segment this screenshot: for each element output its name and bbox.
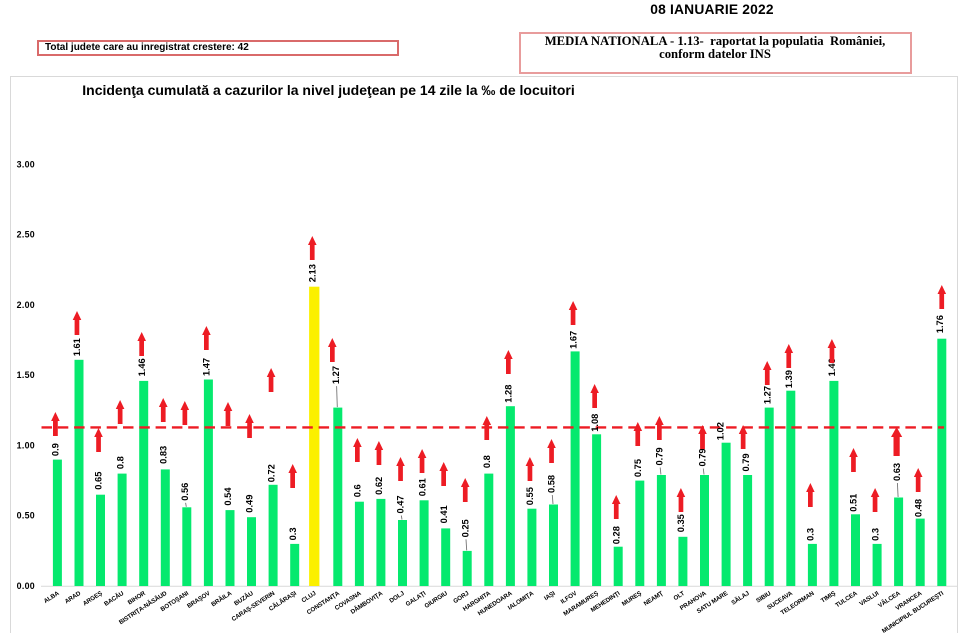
svg-text:BRĂILA: BRĂILA: [210, 590, 233, 609]
svg-text:0.3: 0.3: [806, 528, 816, 541]
svg-text:0.8: 0.8: [482, 455, 492, 468]
svg-text:1.50: 1.50: [17, 370, 35, 380]
svg-text:0.79: 0.79: [655, 447, 665, 465]
svg-text:0.6: 0.6: [353, 484, 363, 497]
svg-text:0.61: 0.61: [417, 478, 427, 496]
svg-text:1.76: 1.76: [935, 315, 945, 333]
svg-text:2.13: 2.13: [308, 264, 318, 282]
svg-text:0.47: 0.47: [396, 495, 406, 513]
svg-text:0.28: 0.28: [611, 526, 621, 544]
svg-text:1.46: 1.46: [827, 358, 837, 376]
svg-text:IAŞI: IAŞI: [543, 590, 557, 602]
svg-text:OLT: OLT: [672, 590, 686, 602]
svg-text:0.35: 0.35: [676, 514, 686, 532]
svg-text:ARAD: ARAD: [64, 590, 83, 606]
svg-text:1.67: 1.67: [568, 331, 578, 349]
svg-text:1.27: 1.27: [331, 366, 341, 384]
svg-text:0.49: 0.49: [245, 495, 255, 513]
svg-text:0.3: 0.3: [870, 528, 880, 541]
svg-text:0.50: 0.50: [17, 511, 35, 521]
svg-text:CLUJ: CLUJ: [300, 590, 318, 605]
svg-text:0.8: 0.8: [115, 456, 125, 469]
svg-text:0.54: 0.54: [223, 487, 233, 506]
svg-text:2.00: 2.00: [17, 300, 35, 310]
svg-text:0.75: 0.75: [633, 459, 643, 477]
svg-text:0.51: 0.51: [849, 494, 859, 512]
svg-text:1.28: 1.28: [504, 385, 514, 403]
svg-text:DOLJ: DOLJ: [388, 590, 406, 605]
svg-text:0.79: 0.79: [741, 453, 751, 471]
svg-text:BACĂU: BACĂU: [103, 590, 126, 608]
svg-text:0.41: 0.41: [439, 505, 449, 523]
svg-text:0.65: 0.65: [94, 472, 104, 490]
svg-text:0.55: 0.55: [525, 487, 535, 505]
svg-text:3.00: 3.00: [17, 159, 35, 169]
svg-text:ALBA: ALBA: [43, 590, 61, 605]
svg-text:Incidenţa cumulată a cazurilor: Incidenţa cumulată a cazurilor la nivel …: [82, 82, 574, 98]
svg-text:0.3: 0.3: [288, 527, 298, 540]
svg-text:1.39: 1.39: [784, 370, 794, 388]
svg-text:0.9: 0.9: [51, 443, 61, 456]
svg-text:0.56: 0.56: [180, 483, 190, 501]
svg-text:0.25: 0.25: [460, 519, 470, 537]
svg-text:1.46: 1.46: [137, 358, 147, 376]
svg-text:0.79: 0.79: [698, 448, 708, 466]
svg-text:1.27: 1.27: [762, 386, 772, 404]
svg-text:0.58: 0.58: [547, 475, 557, 493]
svg-text:1.61: 1.61: [72, 338, 82, 356]
svg-text:MUREŞ: MUREŞ: [621, 590, 643, 608]
svg-text:0.48: 0.48: [913, 499, 923, 517]
svg-text:GIURGIU: GIURGIU: [423, 590, 449, 610]
svg-text:BRAŞOV: BRAŞOV: [186, 589, 212, 609]
svg-text:1.47: 1.47: [202, 358, 212, 376]
svg-text:2.50: 2.50: [17, 230, 35, 240]
svg-text:0.00: 0.00: [17, 581, 35, 591]
svg-text:0.63: 0.63: [892, 463, 902, 481]
svg-text:NEAMŢ: NEAMŢ: [643, 590, 665, 608]
svg-text:1.02: 1.02: [716, 422, 726, 440]
svg-text:ARGEŞ: ARGEŞ: [82, 590, 104, 608]
svg-text:0.62: 0.62: [374, 477, 384, 495]
svg-text:1.00: 1.00: [17, 440, 35, 450]
svg-text:0.72: 0.72: [266, 464, 276, 482]
svg-text:0.83: 0.83: [158, 446, 168, 464]
svg-text:TULCEA: TULCEA: [834, 590, 859, 610]
svg-text:SĂLAJ: SĂLAJ: [730, 590, 751, 607]
svg-text:1.08: 1.08: [590, 414, 600, 432]
